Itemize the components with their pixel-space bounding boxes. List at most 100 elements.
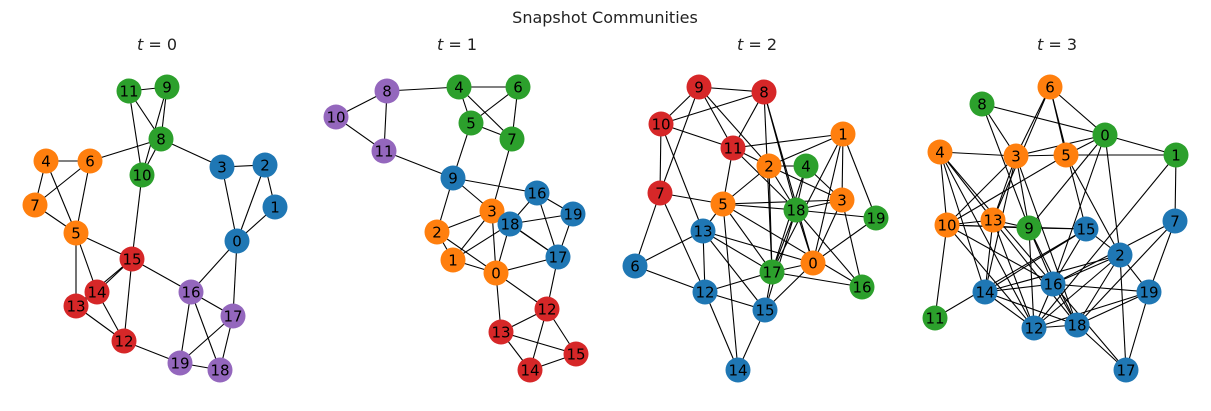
node-label-1: 1 <box>1171 147 1181 165</box>
edge-8-10 <box>660 91 765 125</box>
node-2: 2 <box>756 153 782 179</box>
node-circle-6 <box>77 148 103 174</box>
node-label-19: 19 <box>866 210 885 228</box>
edge-5-14 <box>722 203 739 371</box>
panel-title-value: = 2 <box>743 35 777 54</box>
edge-10-11 <box>660 123 734 149</box>
node-circle-8 <box>148 126 174 152</box>
node-circle-17 <box>1113 357 1139 383</box>
node-circle-10 <box>129 162 155 188</box>
node-12: 12 <box>692 279 718 305</box>
node-circle-4 <box>446 74 472 100</box>
node-15: 15 <box>563 341 589 367</box>
edge-4-12 <box>939 151 1035 329</box>
edge-0-17 <box>232 240 238 317</box>
node-13: 13 <box>63 293 89 319</box>
node-label-8: 8 <box>156 131 166 149</box>
panel-title-t3: t = 3 <box>1037 35 1077 54</box>
edge-0-2 <box>1104 134 1121 256</box>
node-10: 10 <box>129 162 155 188</box>
node-label-7: 7 <box>507 131 517 149</box>
node-16: 16 <box>178 279 204 305</box>
edge-9-2 <box>698 86 770 167</box>
node-label-2: 2 <box>432 224 442 242</box>
node-circle-12 <box>111 328 137 354</box>
node-19: 19 <box>167 350 193 376</box>
node-label-15: 15 <box>755 302 774 320</box>
node-circle-17 <box>759 259 785 285</box>
node-label-11: 11 <box>723 140 742 158</box>
node-circle-1 <box>1163 142 1189 168</box>
node-circle-2 <box>252 152 278 178</box>
node-label-15: 15 <box>566 346 585 364</box>
node-circle-5 <box>710 191 736 217</box>
node-12: 12 <box>1021 315 1047 341</box>
edge-9-7 <box>659 86 700 194</box>
node-label-11: 11 <box>374 143 393 161</box>
node-label-13: 13 <box>983 212 1002 230</box>
node-2: 2 <box>1107 242 1133 268</box>
node-label-18: 18 <box>500 216 519 234</box>
edge-11-1 <box>732 133 844 149</box>
node-label-7: 7 <box>1170 213 1180 231</box>
node-4: 4 <box>446 74 472 100</box>
edge-13-17 <box>702 230 773 273</box>
node-4: 4 <box>793 153 819 179</box>
node-circle-2 <box>756 153 782 179</box>
node-7: 7 <box>1162 208 1188 234</box>
node-circle-4 <box>927 139 953 165</box>
panel-title-t1: t = 1 <box>437 35 477 54</box>
node-11: 11 <box>116 78 142 104</box>
node-label-0: 0 <box>491 265 501 283</box>
node-label-14: 14 <box>728 362 747 380</box>
edge-10-13 <box>660 123 704 232</box>
edge-9-16 <box>452 177 538 194</box>
node-10: 10 <box>934 212 960 238</box>
node-circle-11 <box>116 78 142 104</box>
node-0: 0 <box>800 250 826 276</box>
node-label-9: 9 <box>1024 220 1034 238</box>
edge-19-17 <box>1125 291 1150 371</box>
edge-2-17 <box>768 165 773 273</box>
node-3: 3 <box>209 154 235 180</box>
node-circle-16 <box>178 279 204 305</box>
node-circle-7 <box>647 180 673 206</box>
node-circle-12 <box>1021 315 1047 341</box>
panel-title-t2: t = 2 <box>737 35 777 54</box>
edge-4-13 <box>939 151 994 221</box>
edge-4-5 <box>45 160 77 234</box>
node-6: 6 <box>505 74 531 100</box>
node-circle-1 <box>830 121 856 147</box>
node-15: 15 <box>119 246 145 272</box>
edge-5-10 <box>946 154 1067 226</box>
edge-5-2 <box>1065 154 1121 256</box>
node-17: 17 <box>1113 357 1139 383</box>
edge-15-11 <box>934 228 1087 319</box>
node-label-12: 12 <box>695 284 714 302</box>
edge-2-17 <box>1119 254 1127 371</box>
node-label-11: 11 <box>119 83 138 101</box>
node-circle-9 <box>440 165 466 191</box>
edge-layer <box>335 86 577 371</box>
node-6: 6 <box>622 253 648 279</box>
node-17: 17 <box>545 244 571 270</box>
node-label-0: 0 <box>808 255 818 273</box>
node-1: 1 <box>1163 142 1189 168</box>
node-label-4: 4 <box>41 153 51 171</box>
edge-4-14 <box>939 151 986 293</box>
panel-title-t0: t = 0 <box>137 35 177 54</box>
panel-title-value: = 0 <box>143 35 177 54</box>
node-3: 3 <box>829 187 855 213</box>
node-19: 19 <box>1136 279 1162 305</box>
node-label-0: 0 <box>232 233 242 251</box>
node-5: 5 <box>63 220 89 246</box>
node-circle-9 <box>1016 215 1042 241</box>
node-circle-14 <box>725 357 751 383</box>
node-12: 12 <box>534 296 560 322</box>
edge-3-18 <box>1015 155 1078 326</box>
edge-5-17 <box>722 203 773 273</box>
